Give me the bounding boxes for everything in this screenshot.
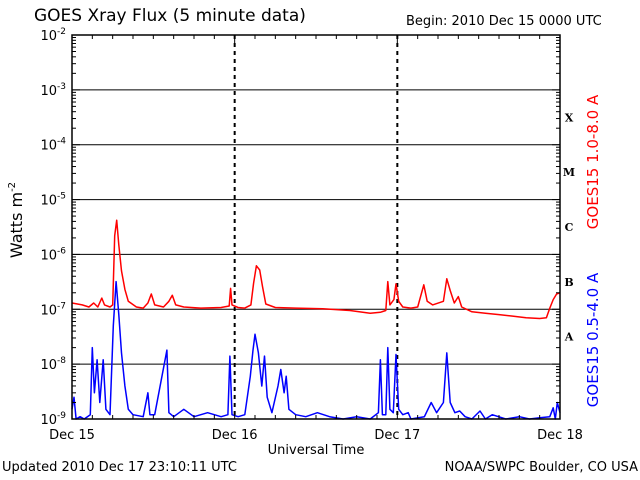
chart-title: GOES Xray Flux (5 minute data) (34, 6, 306, 26)
y-tick-label: 10-3 (40, 82, 66, 99)
flare-class-label: M (563, 166, 575, 179)
series-line-short-wavelength (71, 280, 561, 420)
y-axis-label: Watts m-2 (7, 182, 26, 258)
begin-time-label: Begin: 2010 Dec 15 0000 UTC (406, 14, 602, 29)
axis-labels: Universal Time Watts m-2 GOES15 1.0-8.0 A G… (7, 94, 602, 458)
y-tick-label: 10-2 (40, 27, 66, 44)
grid-lines (72, 34, 560, 420)
series-legend-short: GOES15 0.5-4.0 A (584, 272, 602, 407)
y-tick-label: 10-9 (40, 411, 66, 428)
x-tick-label: Dec 18 (537, 428, 583, 443)
series-layer (71, 219, 561, 420)
y-tick-label: 10-5 (40, 192, 66, 209)
y-tick-label: 10-4 (40, 137, 66, 154)
y-axis-ticks: 10-9 10-8 10-7 10-6 10-5 10-4 10-3 10-2 (40, 27, 560, 428)
flare-class-label: X (565, 111, 574, 124)
flare-class-labels: A B C M X (563, 111, 575, 343)
y-tick-label: 10-7 (40, 301, 66, 318)
x-tick-label: Dec 15 (49, 428, 95, 443)
updated-timestamp: Updated 2010 Dec 17 23:10:11 UTC (2, 460, 237, 475)
x-axis-label: Universal Time (268, 443, 365, 458)
plot-frame (71, 34, 561, 420)
flare-class-label: B (564, 276, 573, 289)
flare-class-label: C (565, 221, 574, 234)
y-tick-label: 10-8 (40, 356, 66, 373)
x-tick-label: Dec 17 (374, 428, 420, 443)
data-source-label: NOAA/SWPC Boulder, CO USA (444, 460, 638, 475)
x-tick-label: Dec 16 (212, 428, 258, 443)
series-legend-long: GOES15 1.0-8.0 A (584, 94, 602, 229)
x-axis-ticks: Dec 15 Dec 16 Dec 17 Dec 18 (49, 35, 583, 443)
flare-class-label: A (564, 331, 574, 344)
series-line-long-wavelength (71, 219, 561, 320)
y-tick-label: 10-6 (40, 246, 66, 263)
